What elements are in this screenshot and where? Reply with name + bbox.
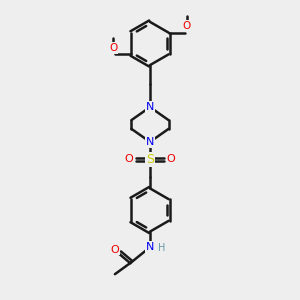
Text: O: O bbox=[109, 43, 117, 53]
Text: S: S bbox=[146, 153, 154, 166]
Text: O: O bbox=[110, 244, 119, 255]
Text: N: N bbox=[146, 137, 154, 147]
Text: O: O bbox=[124, 154, 134, 164]
Text: O: O bbox=[183, 21, 191, 31]
Text: N: N bbox=[146, 102, 154, 112]
Text: H: H bbox=[158, 243, 166, 254]
Text: O: O bbox=[167, 154, 176, 164]
Text: N: N bbox=[146, 242, 154, 252]
